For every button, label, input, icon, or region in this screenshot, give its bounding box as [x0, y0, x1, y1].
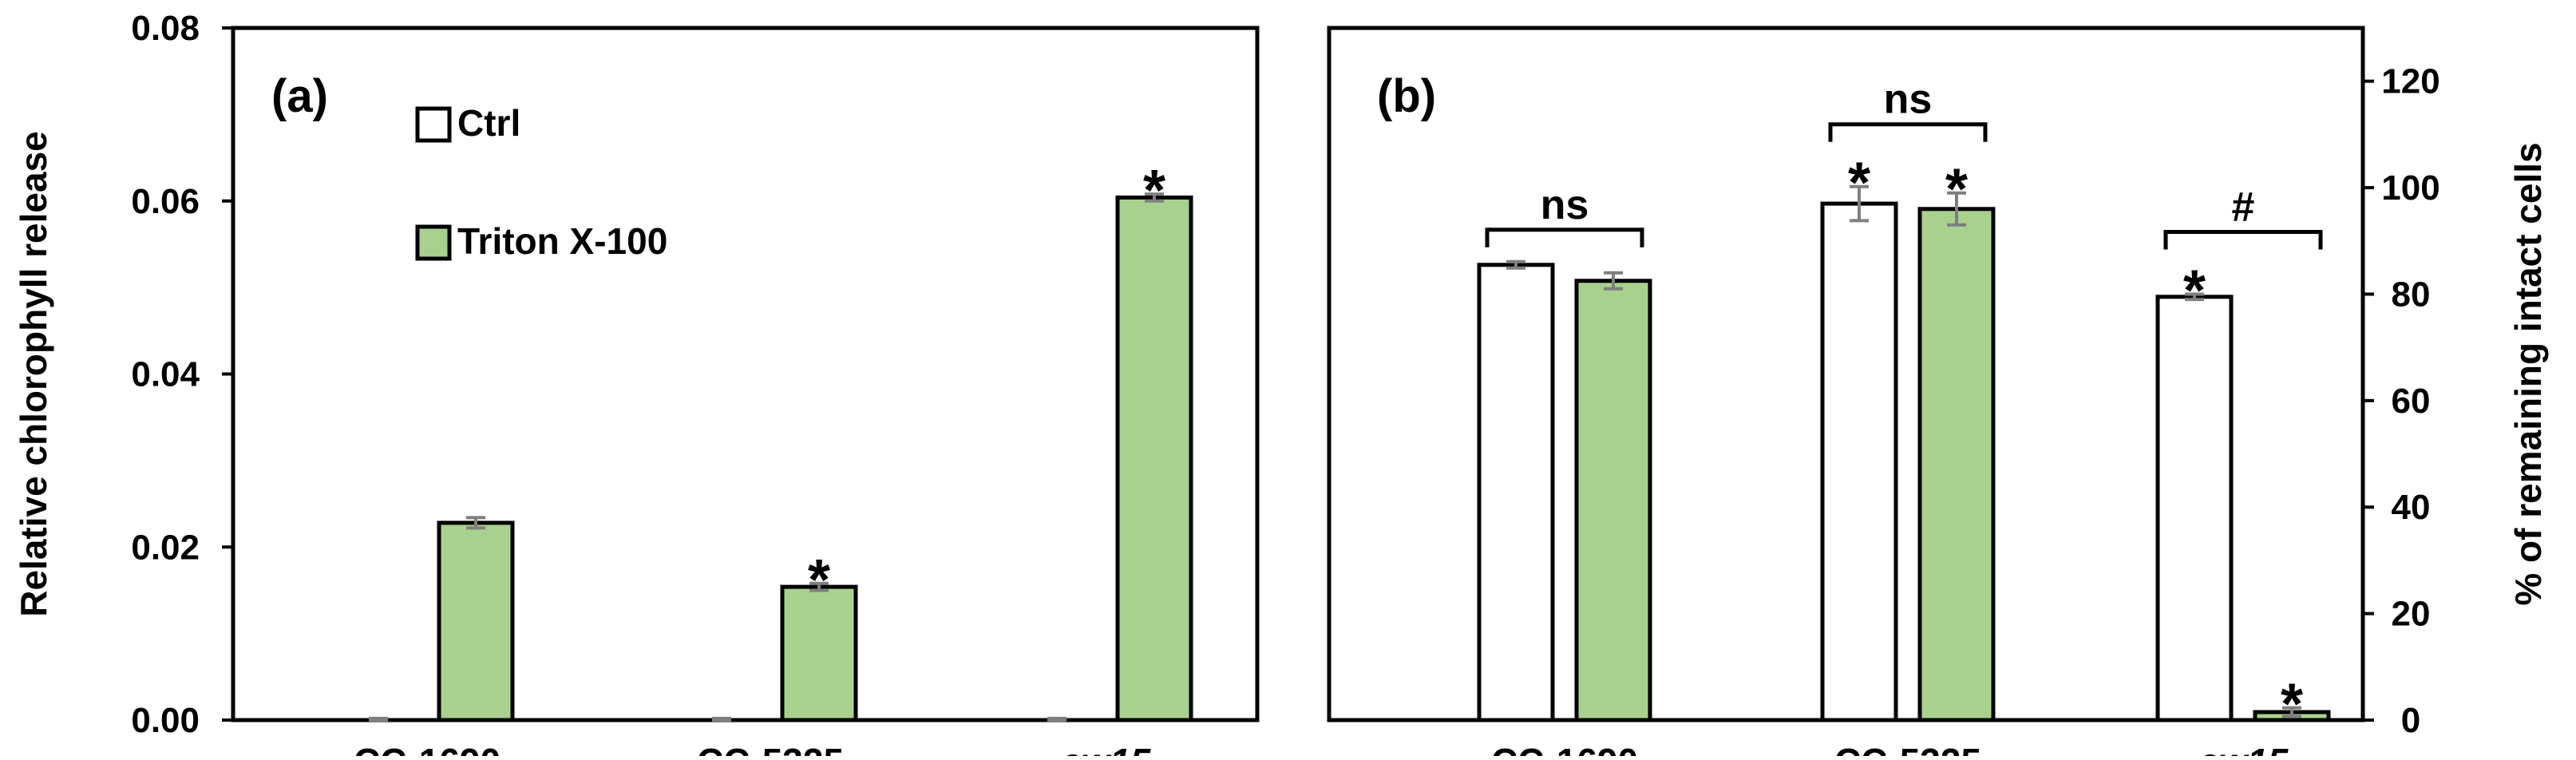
significance-star: *	[808, 548, 830, 612]
legend-swatch-ctrl	[415, 106, 452, 143]
error-bar	[1947, 191, 1966, 227]
y-tick-label: 120	[2381, 62, 2439, 101]
y-tick-label: 100	[2381, 168, 2439, 208]
error-bar	[809, 581, 829, 592]
x-tick-label: cw15	[2198, 741, 2289, 756]
y-tick-label: 0.02	[131, 528, 200, 567]
significance-bracket: ns	[1828, 77, 1988, 142]
bar-ctrl	[1820, 201, 1898, 722]
bar-ctrl	[1477, 263, 1555, 722]
significance-star: *	[1143, 159, 1165, 223]
significance-bracket: #	[2163, 184, 2323, 250]
bar-ctrl	[2155, 295, 2234, 722]
plot-frame	[231, 26, 1260, 722]
x-tick-label: CC-1690	[354, 741, 501, 756]
y-tick-label: 0	[2401, 701, 2420, 740]
significance-star: *	[1848, 152, 1870, 216]
error-bar	[369, 716, 388, 722]
error-bar	[712, 716, 731, 722]
bar-triton	[437, 521, 515, 722]
bracket-label: #	[2232, 184, 2255, 230]
x-tick-label: cw15	[1061, 741, 1152, 756]
error-bar	[1145, 192, 1164, 203]
significance-bracket: ns	[1485, 182, 1644, 247]
bar-triton	[1115, 195, 1193, 722]
y-tick-label: 0.06	[131, 182, 200, 221]
legend-label-ctrl: Ctrl	[457, 102, 520, 144]
significance-star: *	[1945, 158, 1968, 222]
y-tick-label: 80	[2392, 275, 2431, 314]
bracket-label: ns	[1541, 182, 1589, 228]
y-tick-label: 40	[2392, 488, 2431, 527]
y-axis-label: % of remaining intact cells	[2507, 142, 2549, 605]
error-bar	[2185, 292, 2204, 302]
bracket-line	[2163, 229, 2323, 250]
x-tick-label: CC-5325	[1834, 741, 1981, 756]
y-tick-label: 60	[2392, 382, 2431, 421]
legend-swatch-triton	[415, 224, 452, 261]
bar-triton	[780, 584, 858, 722]
y-tick-label: 0.08	[131, 9, 200, 48]
bracket-line	[1485, 228, 1644, 247]
y-tick-label: 0.00	[131, 701, 200, 740]
y-tick-label: 20	[2392, 595, 2431, 634]
x-tick-label: CC-5325	[697, 741, 844, 756]
panel-b: 0 20 40 60 80 100 120 % of remaining intact cel…	[1327, 26, 2549, 760]
panel-label: (b)	[1377, 70, 1436, 122]
error-bar	[1506, 259, 1525, 270]
y-tick-label: 0.04	[131, 355, 200, 394]
error-bar	[1604, 271, 1623, 291]
error-bar	[466, 516, 485, 530]
error-bar	[2282, 706, 2301, 718]
panel-a: 0.00 0.02 0.04 0.06 0.08 Relative chlorophyll…	[13, 9, 1260, 760]
legend-label-triton: Triton X-100	[457, 220, 667, 262]
significance-star: *	[2183, 259, 2206, 323]
legend: Ctrl Triton X-100	[415, 102, 667, 262]
bracket-label: ns	[1884, 77, 1933, 123]
error-bar	[1850, 184, 1869, 223]
x-tick-label: CC-1690	[1491, 741, 1638, 756]
panel-label: (a)	[271, 70, 328, 122]
significance-star: *	[2281, 673, 2303, 737]
bar-triton	[1917, 207, 1996, 722]
bar-triton	[1574, 279, 1652, 722]
error-bar	[1047, 716, 1066, 722]
bracket-line	[1828, 122, 1988, 142]
y-axis-label: Relative chlorophyll release	[13, 131, 54, 617]
